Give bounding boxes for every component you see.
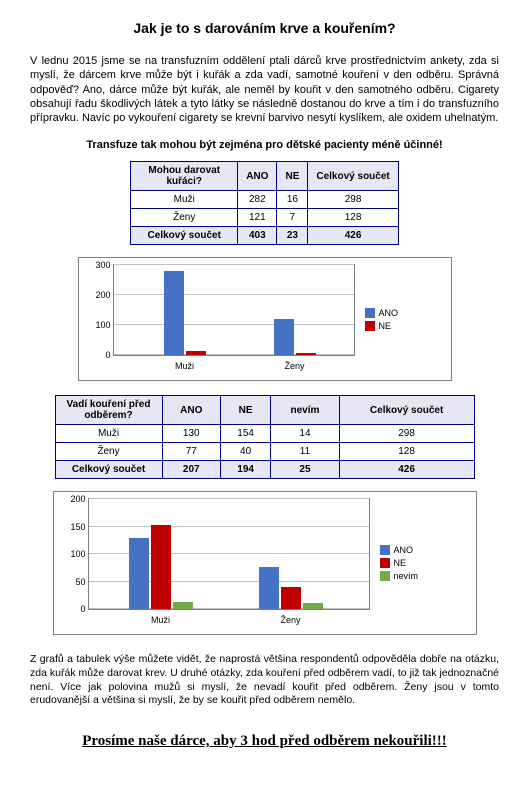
table-cell: 14 [271,425,339,443]
table-total-cell: 207 [162,461,221,479]
y-tick: 200 [61,494,86,504]
page-title: Jak je to s darováním krve a kouřením? [30,20,499,36]
y-tick: 300 [86,260,111,270]
table-cell: 128 [339,443,474,461]
bar [151,525,171,610]
legend-item: nevím [380,571,419,581]
y-tick: 100 [61,549,86,559]
table-2: Vadí kouření před odběrem?ANONEnevímCelk… [55,395,475,479]
subtitle: Transfuze tak mohou být zejména pro děts… [30,139,499,151]
bar [164,271,184,356]
bar [274,319,294,355]
bar [296,353,316,355]
table-cell: 298 [308,191,398,209]
table-total-cell: 403 [238,227,277,245]
table-header: Mohou darovat kuřáci? [131,162,238,191]
legend-item: ANO [365,308,399,318]
table-cell: 16 [277,191,308,209]
legend-swatch [380,558,390,568]
table-total-cell: Celkový součet [55,461,162,479]
legend-swatch [380,545,390,555]
bar [129,538,149,610]
table-cell: Muži [131,191,238,209]
y-tick: 0 [86,350,111,360]
x-label: Ženy [280,615,300,625]
table-cell: 130 [162,425,221,443]
y-tick: 150 [61,522,86,532]
table-header: NE [277,162,308,191]
table-cell: Muži [55,425,162,443]
table-cell: Ženy [131,209,238,227]
y-tick: 0 [61,604,86,614]
table-cell: 121 [238,209,277,227]
table-total-cell: 23 [277,227,308,245]
table-header: Celkový součet [308,162,398,191]
legend-item: NE [365,321,399,331]
table-header: ANO [162,396,221,425]
x-label: Muži [175,361,194,371]
intro-paragraph: V lednu 2015 jsme se na transfuzním oddě… [30,54,499,125]
legend-swatch [380,571,390,581]
legend-label: nevím [394,571,419,581]
legend-label: NE [379,321,392,331]
table-cell: Ženy [55,443,162,461]
table-cell: 298 [339,425,474,443]
table-total-cell: Celkový součet [131,227,238,245]
legend-swatch [365,308,375,318]
table-header: NE [221,396,271,425]
legend-label: ANO [394,545,414,555]
table-header: Celkový součet [339,396,474,425]
bar [186,351,206,356]
legend-label: ANO [379,308,399,318]
table-total-cell: 194 [221,461,271,479]
bar [173,602,193,610]
bar [303,603,323,609]
table-header: ANO [238,162,277,191]
y-tick: 100 [86,320,111,330]
table-cell: 154 [221,425,271,443]
bar [259,567,279,609]
y-tick: 200 [86,290,111,300]
x-label: Muži [151,615,170,625]
table-total-cell: 426 [339,461,474,479]
table-total-cell: 25 [271,461,339,479]
legend-label: NE [394,558,407,568]
conclusion-paragraph: Z grafů a tabulek výše můžete vidět, že … [30,653,499,708]
y-tick: 50 [61,577,86,587]
final-request: Prosíme naše dárce, aby 3 hod před odběr… [30,733,499,750]
table-cell: 11 [271,443,339,461]
table-header: nevím [271,396,339,425]
legend-swatch [365,321,375,331]
table-cell: 282 [238,191,277,209]
legend-item: NE [380,558,419,568]
chart-1: 0 100 200 300 Muži Ženy ANO NE [78,257,452,381]
table-cell: 77 [162,443,221,461]
table-header: Vadí kouření před odběrem? [55,396,162,425]
table-cell: 7 [277,209,308,227]
legend-item: ANO [380,545,419,555]
x-label: Ženy [284,361,304,371]
bar [281,587,301,609]
table-total-cell: 426 [308,227,398,245]
table-cell: 40 [221,443,271,461]
chart-2: 0 50 100 150 200 Muži Ženy ANO NE nevím [53,491,477,635]
table-cell: 128 [308,209,398,227]
table-1: Mohou darovat kuřáci?ANONECelkový součet… [130,161,399,245]
